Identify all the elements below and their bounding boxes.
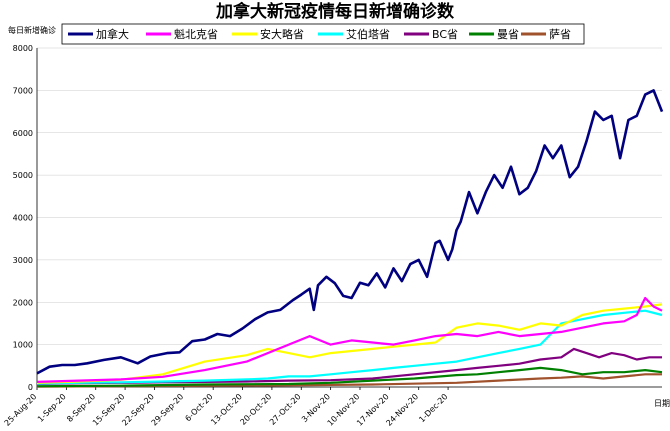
series-line-3 — [36, 309, 663, 385]
series-line-6 — [36, 373, 662, 388]
legend: 加拿大 魁北克省 安大略省 艾伯塔省 BC省 曼省 萨省 — [61, 23, 585, 45]
y-tick-label-2: 2000 — [13, 298, 33, 307]
series-line-0 — [36, 89, 664, 375]
y-axis-label: 每日新增确诊 — [8, 25, 56, 35]
legend-label-2: 安大略省 — [260, 27, 304, 41]
series-lines — [36, 89, 664, 388]
legend-label-1: 魁北克省 — [174, 27, 218, 41]
y-tick-label-1: 1000 — [13, 341, 33, 350]
y-tick-labels: 0 1000 2000 3000 4000 5000 6000 7000 8000 — [13, 44, 33, 392]
series-line-5 — [36, 366, 663, 388]
legend-label-0: 加拿大 — [96, 27, 129, 41]
y-tick-label-6: 6000 — [13, 129, 33, 138]
y-tick-label-3: 3000 — [13, 256, 33, 265]
y-tick-label-4: 4000 — [13, 214, 33, 223]
legend-label-5: 曼省 — [497, 28, 519, 41]
series-line-1 — [36, 296, 663, 383]
legend-label-6: 萨省 — [549, 28, 571, 41]
x-axis-label: 日期 — [654, 399, 670, 408]
series-line-4 — [36, 347, 662, 386]
chart-title: 加拿大新冠疫情每日新增确诊数 — [215, 1, 455, 22]
y-tick-label-8: 8000 — [13, 44, 33, 53]
y-tick-label-5: 5000 — [13, 171, 33, 180]
y-tick-label-7: 7000 — [13, 86, 33, 95]
series-line-2 — [36, 303, 663, 384]
legend-label-3: 艾伯塔省 — [346, 27, 390, 41]
y-tick-label-0: 0 — [28, 383, 33, 392]
gridlines — [37, 47, 662, 388]
legend-label-4: BC省 — [432, 28, 458, 41]
